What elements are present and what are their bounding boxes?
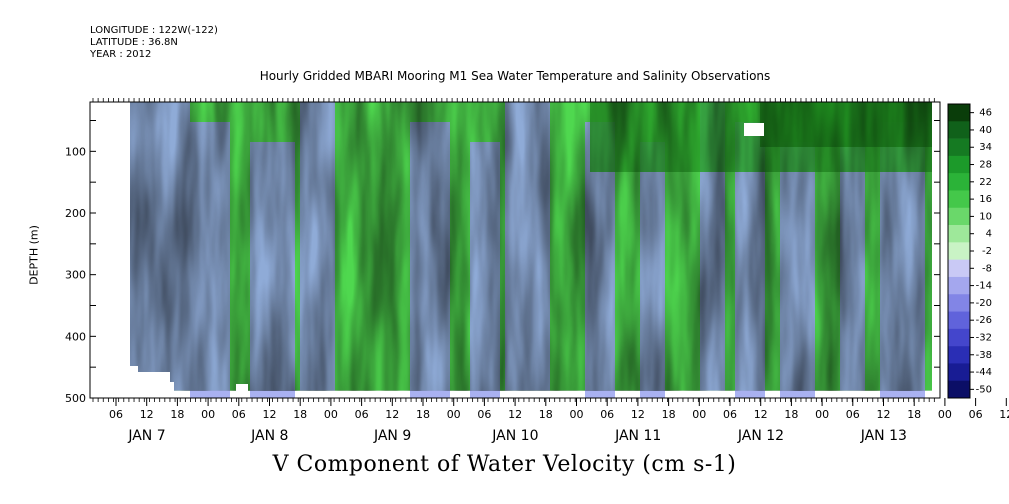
colorbar-swatch — [948, 380, 970, 399]
colorbar-swatch — [948, 121, 970, 139]
x-hour-label: 12 — [999, 408, 1009, 421]
x-hour-label: 00 — [815, 408, 829, 421]
y-tick-label: 100 — [65, 145, 86, 158]
velocity-field — [90, 102, 940, 398]
colorbar-label: 10 — [979, 211, 992, 222]
x-day-label: JAN 13 — [860, 428, 907, 444]
chart-caption: V Component of Water Velocity (cm s-1) — [272, 452, 737, 477]
longitude-text: LONGITUDE : 122W(-122) — [90, 25, 218, 36]
year-text: YEAR : 2012 — [90, 49, 152, 60]
x-hour-label: 12 — [508, 408, 522, 421]
x-hour-label: 18 — [539, 408, 553, 421]
colorbar-swatch — [948, 346, 970, 364]
axes: 06 12 18 00 06 12 18 00 06 12 18 00 06 12 18 00 06 12 18 00… — [65, 98, 1009, 444]
colorbar-swatch — [948, 190, 970, 209]
colorbar-swatch — [948, 294, 970, 312]
x-day-label: JAN 12 — [737, 428, 784, 444]
colorbar-label: -2 — [982, 246, 992, 257]
x-hour-label: 12 — [263, 408, 277, 421]
colorbar-label: 28 — [979, 160, 992, 171]
colorbar-label: 16 — [979, 194, 992, 205]
x-day-label: JAN 8 — [250, 428, 288, 444]
colorbar-label: 22 — [979, 177, 992, 188]
colorbar-label: -8 — [982, 263, 992, 274]
x-hour-label: 06 — [723, 408, 737, 421]
x-hour-label: 18 — [907, 408, 921, 421]
colorbar-swatch — [948, 276, 970, 295]
x-hour-label: 12 — [754, 408, 768, 421]
x-hour-label: 06 — [600, 408, 614, 421]
x-hour-label: 12 — [385, 408, 399, 421]
colorbar-swatch — [948, 104, 970, 122]
colorbar-label: 4 — [986, 229, 992, 240]
y-tick-label: 400 — [65, 330, 86, 343]
x-hour-label: 06 — [846, 408, 860, 421]
x-hour-label: 18 — [662, 408, 676, 421]
colorbar-label: -14 — [976, 281, 992, 292]
x-hour-label: 00 — [570, 408, 584, 421]
x-hour-label: 00 — [692, 408, 706, 421]
colorbar-swatch — [948, 363, 970, 382]
colorbar-label: -32 — [976, 332, 992, 343]
colorbar-label: -44 — [976, 367, 992, 378]
x-day-label: JAN 11 — [614, 428, 661, 444]
x-day-label: JAN 9 — [373, 428, 411, 444]
missing-data — [744, 123, 764, 136]
latitude-text: LATITUDE : 36.8N — [90, 37, 178, 48]
x-hour-label: 18 — [416, 408, 430, 421]
y-tick-label: 500 — [65, 392, 86, 405]
x-hour-label: 18 — [784, 408, 798, 421]
y-tick-label: 200 — [65, 207, 86, 220]
chart-title: Hourly Gridded MBARI Mooring M1 Sea Wate… — [259, 69, 771, 83]
x-day-label: JAN 10 — [491, 428, 538, 444]
colorbar-swatch — [948, 242, 970, 260]
x-hour-label: 12 — [140, 408, 154, 421]
x-hour-label: 06 — [969, 408, 983, 421]
x-hour-label: 00 — [447, 408, 461, 421]
x-hour-label: 18 — [170, 408, 184, 421]
colorbar: 46 40 34 28 22 16 10 4 -2 -8 -14 -20 -26 -32 -38 -44 -50 — [947, 103, 992, 399]
colorbar-swatch — [948, 173, 970, 191]
colorbar-label: -20 — [976, 298, 992, 309]
x-hour-label: 00 — [938, 408, 952, 421]
colorbar-label: 46 — [979, 108, 992, 119]
missing-data — [130, 382, 174, 398]
x-hour-label: 06 — [477, 408, 491, 421]
colorbar-swatch — [948, 138, 970, 157]
colorbar-swatch — [948, 155, 970, 174]
x-hour-label: 18 — [293, 408, 307, 421]
x-hour-label: 12 — [877, 408, 891, 421]
x-hour-label: 00 — [324, 408, 338, 421]
colorbar-swatch — [948, 328, 970, 347]
missing-data — [236, 384, 248, 398]
x-hour-label: 06 — [355, 408, 369, 421]
colorbar-swatch — [948, 259, 970, 278]
colorbar-label: -50 — [976, 384, 992, 395]
x-hour-label: 06 — [232, 408, 246, 421]
colorbar-label: -26 — [976, 315, 992, 326]
field-texture — [130, 102, 932, 391]
colorbar-swatch — [948, 311, 970, 330]
x-hour-label: 06 — [109, 408, 123, 421]
x-hour-label: 12 — [631, 408, 645, 421]
colorbar-swatch — [948, 225, 970, 243]
colorbar-swatch — [948, 207, 970, 226]
colorbar-label: 40 — [979, 125, 992, 136]
x-hour-label: 00 — [201, 408, 215, 421]
colorbar-label: 34 — [979, 142, 992, 153]
y-tick-label: 300 — [65, 269, 86, 282]
colorbar-label: -38 — [976, 350, 992, 361]
x-day-label: JAN 7 — [127, 428, 165, 444]
